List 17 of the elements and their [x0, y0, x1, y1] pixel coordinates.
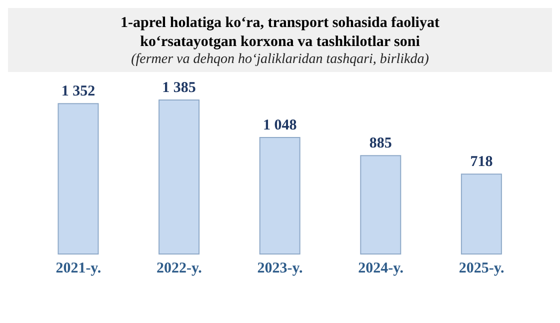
data-label: 1 048	[262, 117, 297, 134]
bar	[360, 155, 402, 254]
bar	[460, 174, 502, 254]
x-tick-label: 2022-y.	[156, 260, 202, 277]
data-label: 1 352	[61, 84, 96, 100]
bar	[259, 136, 300, 254]
x-tick-label: 2025-y.	[458, 260, 505, 277]
bar	[58, 103, 99, 254]
data-label: 885	[369, 136, 392, 152]
data-label: 718	[470, 154, 493, 170]
data-label: 1 385	[162, 80, 196, 96]
x-tick-label: 2023-y.	[257, 260, 303, 277]
x-tick-label: 2021-y.	[56, 260, 102, 277]
chart-title: 1-aprel holatiga ko‘ra, transport sohasida faoliyat ko‘rsatayotgan korxona va tashkilotlar soni	[120, 14, 440, 52]
chart-subtitle: (fermer va dehqon ho‘jaliklaridan tashqari, birlikda)	[130, 52, 430, 68]
bar	[158, 100, 200, 254]
x-tick-label: 2024-y.	[358, 260, 404, 277]
